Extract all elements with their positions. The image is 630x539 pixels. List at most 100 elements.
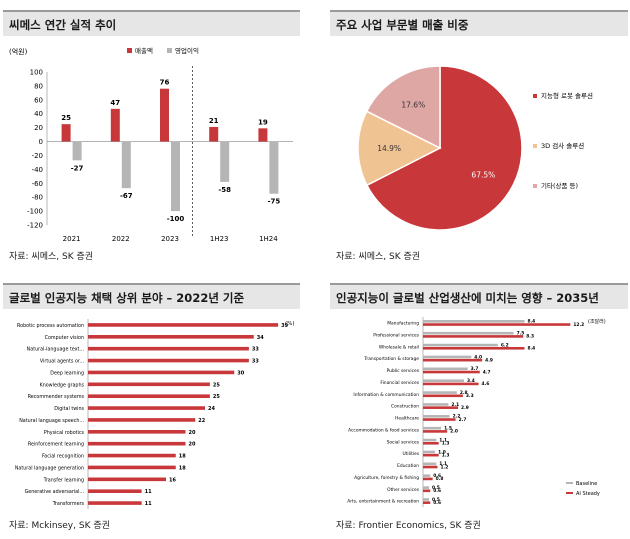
category-label: Manufacturing: [387, 321, 419, 327]
bar-ai-steady: [423, 370, 480, 374]
bar-sales: [160, 88, 169, 142]
category-label: Recommender systems: [28, 394, 85, 400]
bar-baseline: [423, 450, 436, 454]
data-label: 20: [189, 430, 196, 436]
bar-baseline: [423, 320, 525, 323]
category-label: Construction: [391, 404, 419, 410]
panel-header: 주요 사업 부문별 매출 비중: [330, 10, 628, 36]
bar-ai-steady: [423, 453, 439, 457]
bar-ai-steady: [423, 465, 438, 469]
bar-op-profit: [171, 141, 180, 212]
x-tick-label: 1H23: [210, 235, 229, 243]
data-label: 11: [145, 489, 152, 495]
bar-adoption: [88, 370, 235, 375]
panel-ai-industry-impact: 인공지능이 글로벌 산업생산에 미치는 영향 – 2035년 (조달러) Manu…: [330, 283, 628, 538]
sales-share-pie-chart: 67.5% 14.9% 17.6% 지능형 로봇 솔루션 3D 검사 솔루션기타(상품 …: [357, 65, 593, 231]
data-label: 2.2: [453, 414, 461, 420]
bar-ai-steady: [423, 418, 456, 421]
data-label-sales: 76: [160, 79, 170, 87]
data-label: 2.1: [451, 402, 459, 408]
legend-label-ai-steady: AI Steady: [576, 491, 600, 497]
category-label: Transportation & storage: [363, 356, 419, 362]
data-label: 3.7: [471, 366, 479, 372]
category-label: Robotic process automation: [17, 323, 84, 329]
annual-performance-chart: (억원) 매출액 영업이익 100 80 60 40 20 0 -20 -40 -60 -80 -100 -…: [9, 46, 293, 243]
category-label: Wholesale & retail: [379, 344, 419, 350]
legend-label-sales: 매출액: [135, 46, 153, 55]
data-label: 6.2: [501, 342, 509, 348]
data-label: 1.3: [442, 441, 450, 447]
data-label: 3.4: [467, 378, 475, 384]
data-label: 1.2: [440, 464, 448, 470]
bar-baseline: [423, 462, 437, 466]
data-label: 25: [213, 382, 220, 388]
data-label: 3.3: [466, 393, 474, 399]
x-tick-label: 1H24: [259, 235, 278, 243]
panel-header: 인공지능이 글로벌 산업생산에 미치는 영향 – 2035년: [330, 283, 628, 309]
data-label: 0.8: [436, 476, 444, 482]
y-tick-label: 40: [34, 110, 43, 118]
pie-slice: [357, 110, 442, 187]
bar-ai-steady: [423, 441, 439, 445]
legend-swatch: [533, 184, 537, 188]
y-tick-label: 100: [30, 69, 43, 77]
panel-header: 글로벌 인공지능 채택 상위 분야 – 2022년 기준: [3, 283, 300, 309]
data-label: 24: [208, 406, 215, 412]
panel-ai-adoption: 글로벌 인공지능 채택 상위 분야 – 2022년 기준 (%) Robotic …: [3, 283, 300, 538]
bar-adoption: [88, 501, 142, 505]
category-label: Utilities: [402, 451, 419, 457]
bar-ai-steady: [423, 382, 479, 386]
bar-adoption: [88, 441, 186, 446]
pie-slice: [365, 65, 441, 150]
category-label: Social services: [387, 439, 420, 445]
bar-baseline: [423, 391, 457, 394]
bar-adoption: [88, 346, 249, 351]
bar-ai-steady: [423, 406, 459, 409]
data-label: 18: [179, 465, 186, 471]
ai-industry-impact-chart: (조달러) Manufacturing 8.4 12.2 Professional se…: [347, 317, 606, 507]
bar-op-profit: [121, 141, 131, 189]
bar-adoption: [88, 323, 279, 327]
data-label: 8.4: [527, 346, 535, 352]
category-label: Virtual agents or...: [40, 359, 84, 365]
data-label: 33: [252, 347, 259, 353]
bar-ai-steady: [423, 489, 431, 493]
data-label: 4.9: [485, 357, 493, 363]
category-label: Facial recognition: [42, 454, 84, 460]
bar-ai-steady: [423, 358, 483, 362]
data-label-op-profit: -58: [218, 186, 231, 194]
data-label: 30: [237, 370, 244, 376]
category-label: Public services: [387, 368, 420, 374]
data-label: 0.6: [433, 500, 441, 506]
bar-baseline: [423, 367, 468, 371]
data-label: 33: [252, 359, 259, 365]
data-label: 22: [198, 418, 205, 424]
bar-sales: [110, 108, 120, 142]
bar-baseline: [423, 426, 442, 430]
panel-title: 씨메스 연간 실적 추이: [9, 18, 117, 32]
bar-adoption: [88, 465, 176, 470]
panel-title: 글로벌 인공지능 채택 상위 분야 – 2022년 기준: [9, 291, 245, 305]
category-label: Natural-language text...: [27, 347, 84, 353]
data-label: 1.5: [444, 426, 452, 432]
source-note: 자료: Mckinsey, SK 증권: [9, 521, 110, 531]
source-note: 자료: 씨메스, SK 증권: [336, 252, 421, 262]
category-label: Natural language generation: [15, 465, 84, 471]
x-tick-label: 2023: [161, 235, 179, 243]
bar-op-profit: [269, 141, 279, 194]
data-label: 12.2: [573, 322, 584, 328]
bar-baseline: [423, 498, 430, 501]
y-tick-label: 0: [39, 138, 43, 146]
category-label: Financial services: [380, 380, 419, 386]
panel-title: 주요 사업 부문별 매출 비중: [336, 18, 469, 32]
panel-annual-performance: 씨메스 연간 실적 추이 (억원) 매출액 영업이익 100 80 60 40 20 0 -20 -…: [3, 10, 300, 265]
bar-baseline: [423, 486, 430, 489]
data-label: 39: [281, 323, 288, 329]
bar-sales: [258, 128, 268, 142]
bar-ai-steady: [423, 346, 525, 350]
data-label: 8.3: [526, 334, 534, 340]
pie-slice-label: 14.9%: [377, 144, 401, 153]
bar-ai-steady: [423, 477, 433, 481]
category-label: Agriculture, forestry & fishing: [354, 475, 419, 481]
bar-adoption: [88, 453, 176, 458]
